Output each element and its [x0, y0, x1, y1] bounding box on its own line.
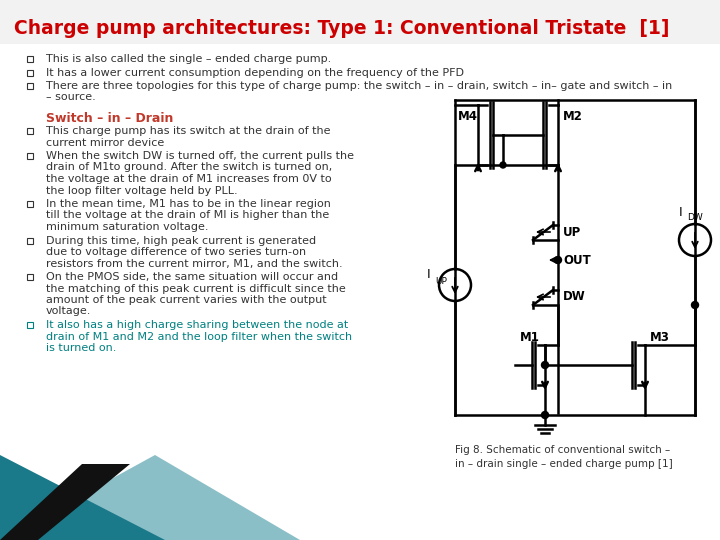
Polygon shape [0, 455, 165, 540]
Text: M2: M2 [563, 110, 583, 123]
Bar [27, 238, 33, 244]
Text: There are three topologies for this type of charge pump: the switch – in – drain: There are three topologies for this type… [46, 81, 672, 91]
Text: This charge pump has its switch at the drain of the: This charge pump has its switch at the d… [46, 126, 330, 136]
Text: drain of M1 and M2 and the loop filter when the switch: drain of M1 and M2 and the loop filter w… [46, 332, 352, 341]
Text: Charge pump architectures: Type 1: Conventional Tristate  [1]: Charge pump architectures: Type 1: Conve… [14, 18, 670, 37]
Bar [27, 153, 33, 159]
Text: the voltage at the drain of M1 increases from 0V to: the voltage at the drain of M1 increases… [46, 174, 332, 184]
Text: till the voltage at the drain of MI is higher than the: till the voltage at the drain of MI is h… [46, 211, 329, 220]
Bar [27, 322, 33, 328]
Text: voltage.: voltage. [46, 307, 91, 316]
Text: I: I [427, 268, 431, 281]
Text: During this time, high peak current is generated: During this time, high peak current is g… [46, 235, 316, 246]
Circle shape [541, 361, 549, 368]
Bar [27, 70, 33, 76]
Bar [27, 128, 33, 134]
Text: the matching of this peak current is difficult since the: the matching of this peak current is dif… [46, 284, 346, 294]
Bar [27, 56, 33, 62]
Text: Fig 8. Schematic of conventional switch –
in – drain single – ended charge pump : Fig 8. Schematic of conventional switch … [455, 445, 672, 469]
Bar [27, 83, 33, 89]
Polygon shape [0, 464, 130, 540]
Bar [0, 0, 720, 44]
Circle shape [500, 162, 506, 168]
Text: – source.: – source. [46, 92, 96, 103]
Text: minimum saturation voltage.: minimum saturation voltage. [46, 222, 209, 232]
Text: current mirror device: current mirror device [46, 138, 164, 147]
Text: drain of M1to ground. After the switch is turned on,: drain of M1to ground. After the switch i… [46, 163, 332, 172]
Text: OUT: OUT [563, 253, 590, 267]
Circle shape [691, 301, 698, 308]
Text: It has a lower current consumption depending on the frequency of the PFD: It has a lower current consumption depen… [46, 68, 464, 78]
Text: UP: UP [563, 226, 581, 239]
Text: I: I [679, 206, 683, 219]
Text: M4: M4 [458, 110, 478, 123]
Text: amount of the peak current varies with the output: amount of the peak current varies with t… [46, 295, 327, 305]
Text: [1]: [1] [18, 510, 34, 520]
Text: resistors from the current mirror, M1, and the switch.: resistors from the current mirror, M1, a… [46, 259, 343, 268]
Text: the loop filter voltage held by PLL.: the loop filter voltage held by PLL. [46, 186, 238, 195]
Text: In the mean time, M1 has to be in the linear region: In the mean time, M1 has to be in the li… [46, 199, 331, 209]
Circle shape [554, 256, 562, 264]
Text: DW: DW [563, 291, 586, 303]
Bar [27, 274, 33, 280]
Text: is turned on.: is turned on. [46, 343, 117, 353]
Circle shape [541, 411, 549, 418]
Text: due to voltage difference of two series turn-on: due to voltage difference of two series … [46, 247, 306, 257]
Text: It also has a high charge sharing between the node at: It also has a high charge sharing betwee… [46, 320, 348, 330]
Text: On the PMOS side, the same situation will occur and: On the PMOS side, the same situation wil… [46, 272, 338, 282]
Text: DW: DW [687, 213, 703, 222]
Bar [27, 201, 33, 207]
Text: This is also called the single – ended charge pump.: This is also called the single – ended c… [46, 54, 331, 64]
Text: M3: M3 [650, 331, 670, 344]
Text: When the switch DW is turned off, the current pulls the: When the switch DW is turned off, the cu… [46, 151, 354, 161]
Text: M1: M1 [520, 331, 540, 344]
Text: Switch – in – Drain: Switch – in – Drain [46, 112, 174, 125]
Text: UP: UP [435, 276, 447, 286]
Polygon shape [0, 455, 300, 540]
